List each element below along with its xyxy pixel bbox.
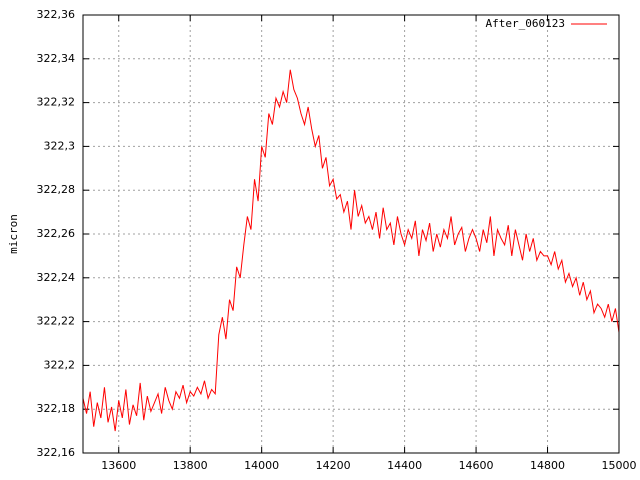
y-tick-label: 322,24 — [37, 271, 76, 284]
x-tick-label: 13600 — [101, 459, 136, 472]
x-tick-label: 14600 — [459, 459, 494, 472]
y-axis-label: micron — [7, 214, 20, 254]
plot-border — [82, 14, 620, 454]
y-tick-label: 322,16 — [37, 446, 76, 459]
y-tick-label: 322,2 — [44, 358, 76, 371]
y-tick-label: 322,32 — [37, 96, 76, 109]
x-tick-label: 14000 — [244, 459, 279, 472]
data-line — [82, 69, 620, 432]
y-tick-label: 322,36 — [37, 8, 76, 21]
x-tick-label: 15000 — [602, 459, 637, 472]
y-tick-label: 322,18 — [37, 402, 76, 415]
y-tick-label: 322,22 — [37, 315, 76, 328]
y-tick-label: 322,26 — [37, 227, 76, 240]
y-tick-label: 322,3 — [44, 139, 76, 152]
y-tick-label: 322,28 — [37, 183, 76, 196]
x-tick-label: 14400 — [387, 459, 422, 472]
y-tick-label: 322,34 — [37, 52, 76, 65]
x-tick-label: 14200 — [316, 459, 351, 472]
x-tick-label: 13800 — [173, 459, 208, 472]
x-tick-label: 14800 — [530, 459, 565, 472]
legend-label: After_060123 — [486, 17, 565, 30]
